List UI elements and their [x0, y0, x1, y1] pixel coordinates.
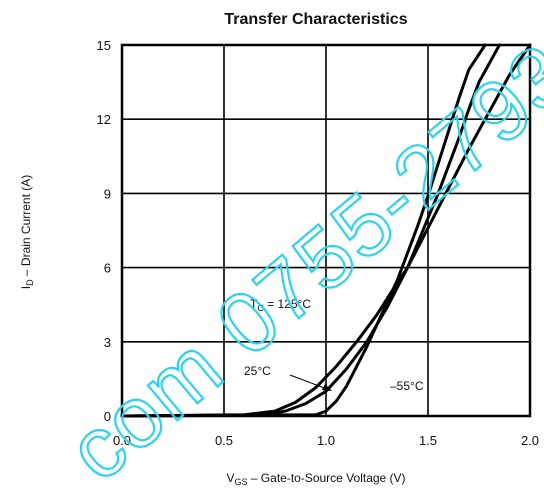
annotation-tc-sub: C: [257, 303, 264, 313]
y-axis-label-main: I: [19, 286, 33, 289]
y-axis-label-sub: D: [25, 279, 35, 286]
y-axis-label-rest: – Drain Current (A): [19, 175, 33, 280]
y-tick-labels: 0 3 6 9 12 15: [97, 38, 111, 424]
x-axis-label: VGS – Gate-to-Source Voltage (V): [226, 471, 405, 487]
x-tick-label-3: 1.5: [419, 433, 437, 448]
annotation-tc-main: T: [250, 297, 258, 311]
annotation-tc-125: TC = 125°C: [250, 297, 311, 313]
annotation-25c-pointer-line: [289, 374, 328, 390]
watermark-text: com 0755-2793: [51, 25, 544, 493]
series-layer: [120, 43, 532, 418]
y-tick-label-3: 9: [104, 186, 111, 201]
annotation-25c: 25°C: [244, 364, 271, 378]
chart-title: Transfer Characteristics: [224, 11, 407, 28]
x-axis-label-sub: GS: [234, 477, 247, 487]
annotation-tc-rest: = 125°C: [264, 297, 311, 311]
y-tick-label-4: 12: [97, 112, 111, 127]
x-tick-label-0: 0.0: [113, 433, 131, 448]
annotation-25c-pointer-arrowhead: [322, 384, 332, 391]
x-tick-label-1: 0.5: [215, 433, 233, 448]
x-tick-label-4: 2.0: [521, 433, 539, 448]
annotation-minus-55c: –55°C: [390, 379, 424, 393]
y-tick-label-0: 0: [104, 409, 111, 424]
x-tick-labels: 0.0 0.5 1.0 1.5 2.0: [113, 433, 539, 448]
series-line-25c: [120, 43, 501, 418]
plot-frame: [120, 43, 532, 418]
x-axis-label-main: V: [226, 471, 234, 485]
x-axis-label-rest: – Gate-to-Source Voltage (V): [247, 471, 405, 485]
y-axis-label: ID – Drain Current (A): [19, 175, 35, 290]
y-tick-label-5: 15: [97, 38, 111, 53]
y-tick-label-1: 3: [104, 335, 111, 350]
series-line-minus-55c: [120, 43, 487, 418]
x-tick-label-2: 1.0: [317, 433, 335, 448]
y-tick-label-2: 6: [104, 261, 111, 276]
